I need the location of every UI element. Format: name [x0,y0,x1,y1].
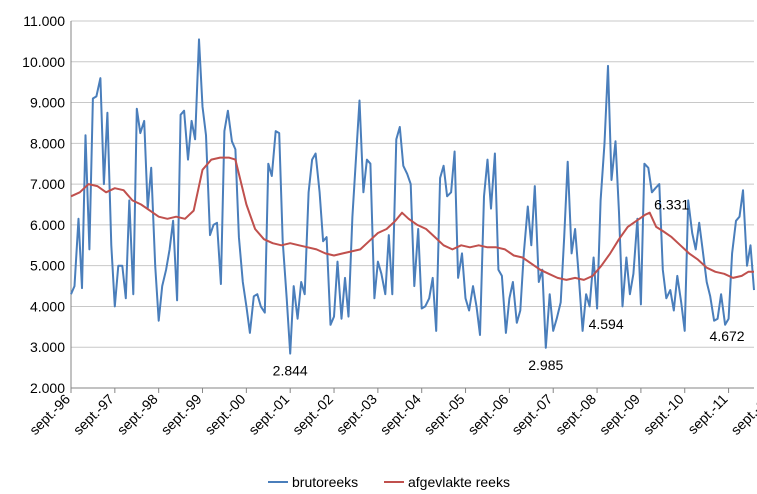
annotation-label: 4.672 [710,328,745,344]
series-line-afgevlakte-reeks [70,156,754,281]
x-tick-label: sept.-08 [552,391,599,438]
x-axis-ticks: sept.-96sept.-97sept.-98sept.-99sept.-00… [26,391,757,438]
y-tick-label: 3.000 [30,339,65,355]
x-tick-label: sept.-12 [727,391,757,438]
annotation-label: 4.594 [589,316,624,332]
y-tick-label: 10.000 [22,54,65,70]
y-tick-label: 8.000 [30,135,65,151]
x-tick-label: sept.-10 [640,391,687,438]
y-axis-ticks: 2.000 3.000 4.000 5.000 6.000 7.000 8.000 9.000… [22,13,65,396]
series [70,38,755,355]
y-tick-label: 7.000 [30,176,65,192]
y-tick-label: 5.000 [30,258,65,274]
axes [70,21,754,393]
x-tick-label: sept.-11 [684,391,730,437]
x-tick-label: sept.-05 [421,391,468,438]
y-tick-label: 2.000 [30,380,65,396]
x-tick-label: sept.-96 [26,391,73,438]
x-tick-label: sept.-98 [114,391,161,438]
series-line-brutoreeks [70,38,755,355]
x-tick-label: sept.-00 [201,391,248,438]
annotation-label: 2.985 [528,357,563,373]
y-tick-label: 11.000 [23,13,65,29]
x-tick-label: sept.-06 [464,391,511,438]
annotation-label: 6.331 [654,196,689,212]
y-tick-label: 9.000 [30,95,65,111]
x-tick-label: sept.-01 [245,391,292,438]
x-tick-label: sept.-02 [289,391,336,438]
y-tick-label: 6.000 [30,217,65,233]
x-tick-label: sept.-09 [596,391,643,438]
x-tick-label: sept.-97 [70,391,117,438]
y-tick-label: 4.000 [30,298,65,314]
legend-label: afgevlakte reeks [408,474,510,490]
legend: brutoreeks afgevlakte reeks [268,474,510,490]
x-tick-label: sept.-07 [508,391,555,438]
x-tick-label: sept.-04 [377,391,424,438]
annotations: 2.844 2.985 4.594 6.331 4.672 [273,196,745,378]
x-tick-label: sept.-99 [158,391,205,438]
legend-label: brutoreeks [292,474,358,490]
annotation-label: 2.844 [273,363,308,379]
x-tick-label: sept.-03 [333,391,380,438]
gridlines [71,20,754,389]
